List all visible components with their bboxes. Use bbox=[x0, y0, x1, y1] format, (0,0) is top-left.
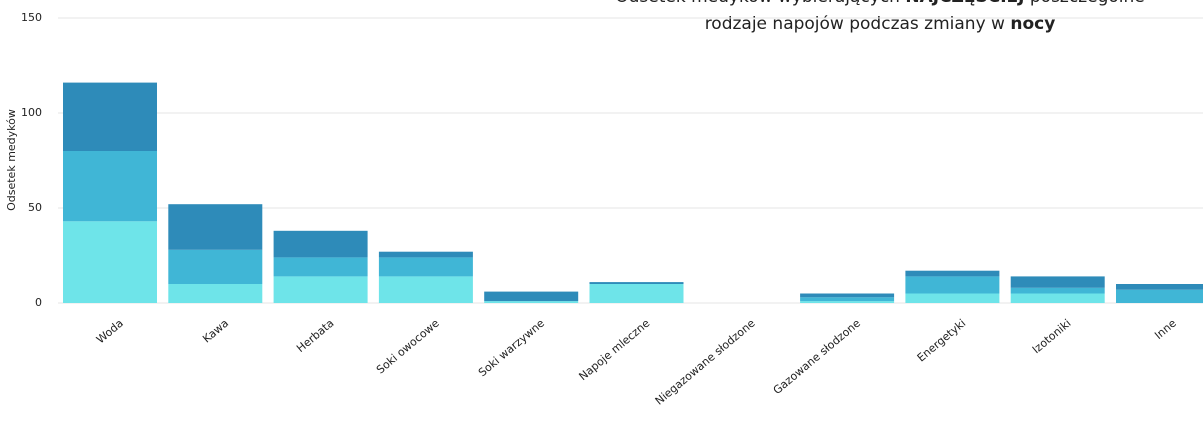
bar-segment bbox=[378, 276, 473, 303]
bar-segment bbox=[168, 204, 263, 250]
x-tick-label: Napoje mleczne bbox=[577, 316, 653, 383]
bar-segment bbox=[1116, 289, 1203, 303]
y-tick-label: 0 bbox=[35, 296, 42, 309]
y-tick-label: 100 bbox=[21, 106, 42, 119]
x-tick-label: Izotoniki bbox=[1030, 317, 1074, 357]
bar-segment bbox=[168, 249, 263, 284]
bar-segment bbox=[905, 276, 1000, 294]
bar-segment bbox=[905, 270, 1000, 277]
x-tick-label: Woda bbox=[94, 317, 126, 347]
bar-segment bbox=[589, 282, 684, 284]
bar-segment bbox=[1010, 293, 1105, 303]
x-tick-label: Soki owocowe bbox=[374, 316, 442, 376]
bar-segment bbox=[589, 284, 684, 303]
x-tick-label: Inne bbox=[1152, 316, 1179, 342]
bar-segment bbox=[63, 82, 157, 151]
x-tick-label: Soki warzywne bbox=[476, 316, 547, 379]
title-part: poszczególne bbox=[1024, 0, 1144, 7]
bar-segment bbox=[800, 293, 895, 298]
y-axis-label: Odsetek medyków bbox=[5, 109, 18, 211]
x-tick-label: Niegazowane słodzone bbox=[653, 316, 758, 407]
bar-segment bbox=[905, 293, 1000, 303]
title-part: NAJCZĘŚCIEJ bbox=[905, 0, 1024, 7]
bar-segment bbox=[63, 151, 157, 222]
y-tick-label: 150 bbox=[21, 11, 42, 24]
bar-segment bbox=[378, 257, 473, 277]
x-tick-label: Herbata bbox=[294, 317, 336, 355]
bar-segment bbox=[1010, 287, 1105, 294]
bar-segment bbox=[273, 230, 368, 258]
title-part: nocy bbox=[1010, 14, 1055, 34]
bar-segment bbox=[484, 301, 579, 303]
bar-segment bbox=[378, 251, 473, 258]
title-part: rodzaje napojów podczas zmiany w bbox=[705, 14, 1011, 34]
bar-segment bbox=[63, 221, 157, 303]
bar-segment bbox=[273, 276, 368, 303]
bar-segment bbox=[800, 301, 895, 303]
bar-segment bbox=[800, 297, 895, 302]
bar-segment bbox=[273, 257, 368, 277]
x-tick-label: Energetyki bbox=[915, 317, 969, 365]
x-tick-label: Gazowane słodzone bbox=[771, 316, 863, 397]
chart-title: Odsetek medyków wybierających NAJCZĘŚCIE… bbox=[615, 0, 1144, 7]
bar-segment bbox=[484, 291, 579, 302]
bar-segment bbox=[1116, 284, 1203, 290]
title-part: Odsetek medyków wybierających bbox=[615, 0, 905, 7]
y-tick-label: 50 bbox=[28, 201, 42, 214]
x-tick-label: Kawa bbox=[200, 317, 231, 346]
bar-segment bbox=[1010, 276, 1105, 288]
chart-title: rodzaje napojów podczas zmiany w nocy bbox=[705, 14, 1056, 34]
bar-segment bbox=[168, 284, 263, 303]
